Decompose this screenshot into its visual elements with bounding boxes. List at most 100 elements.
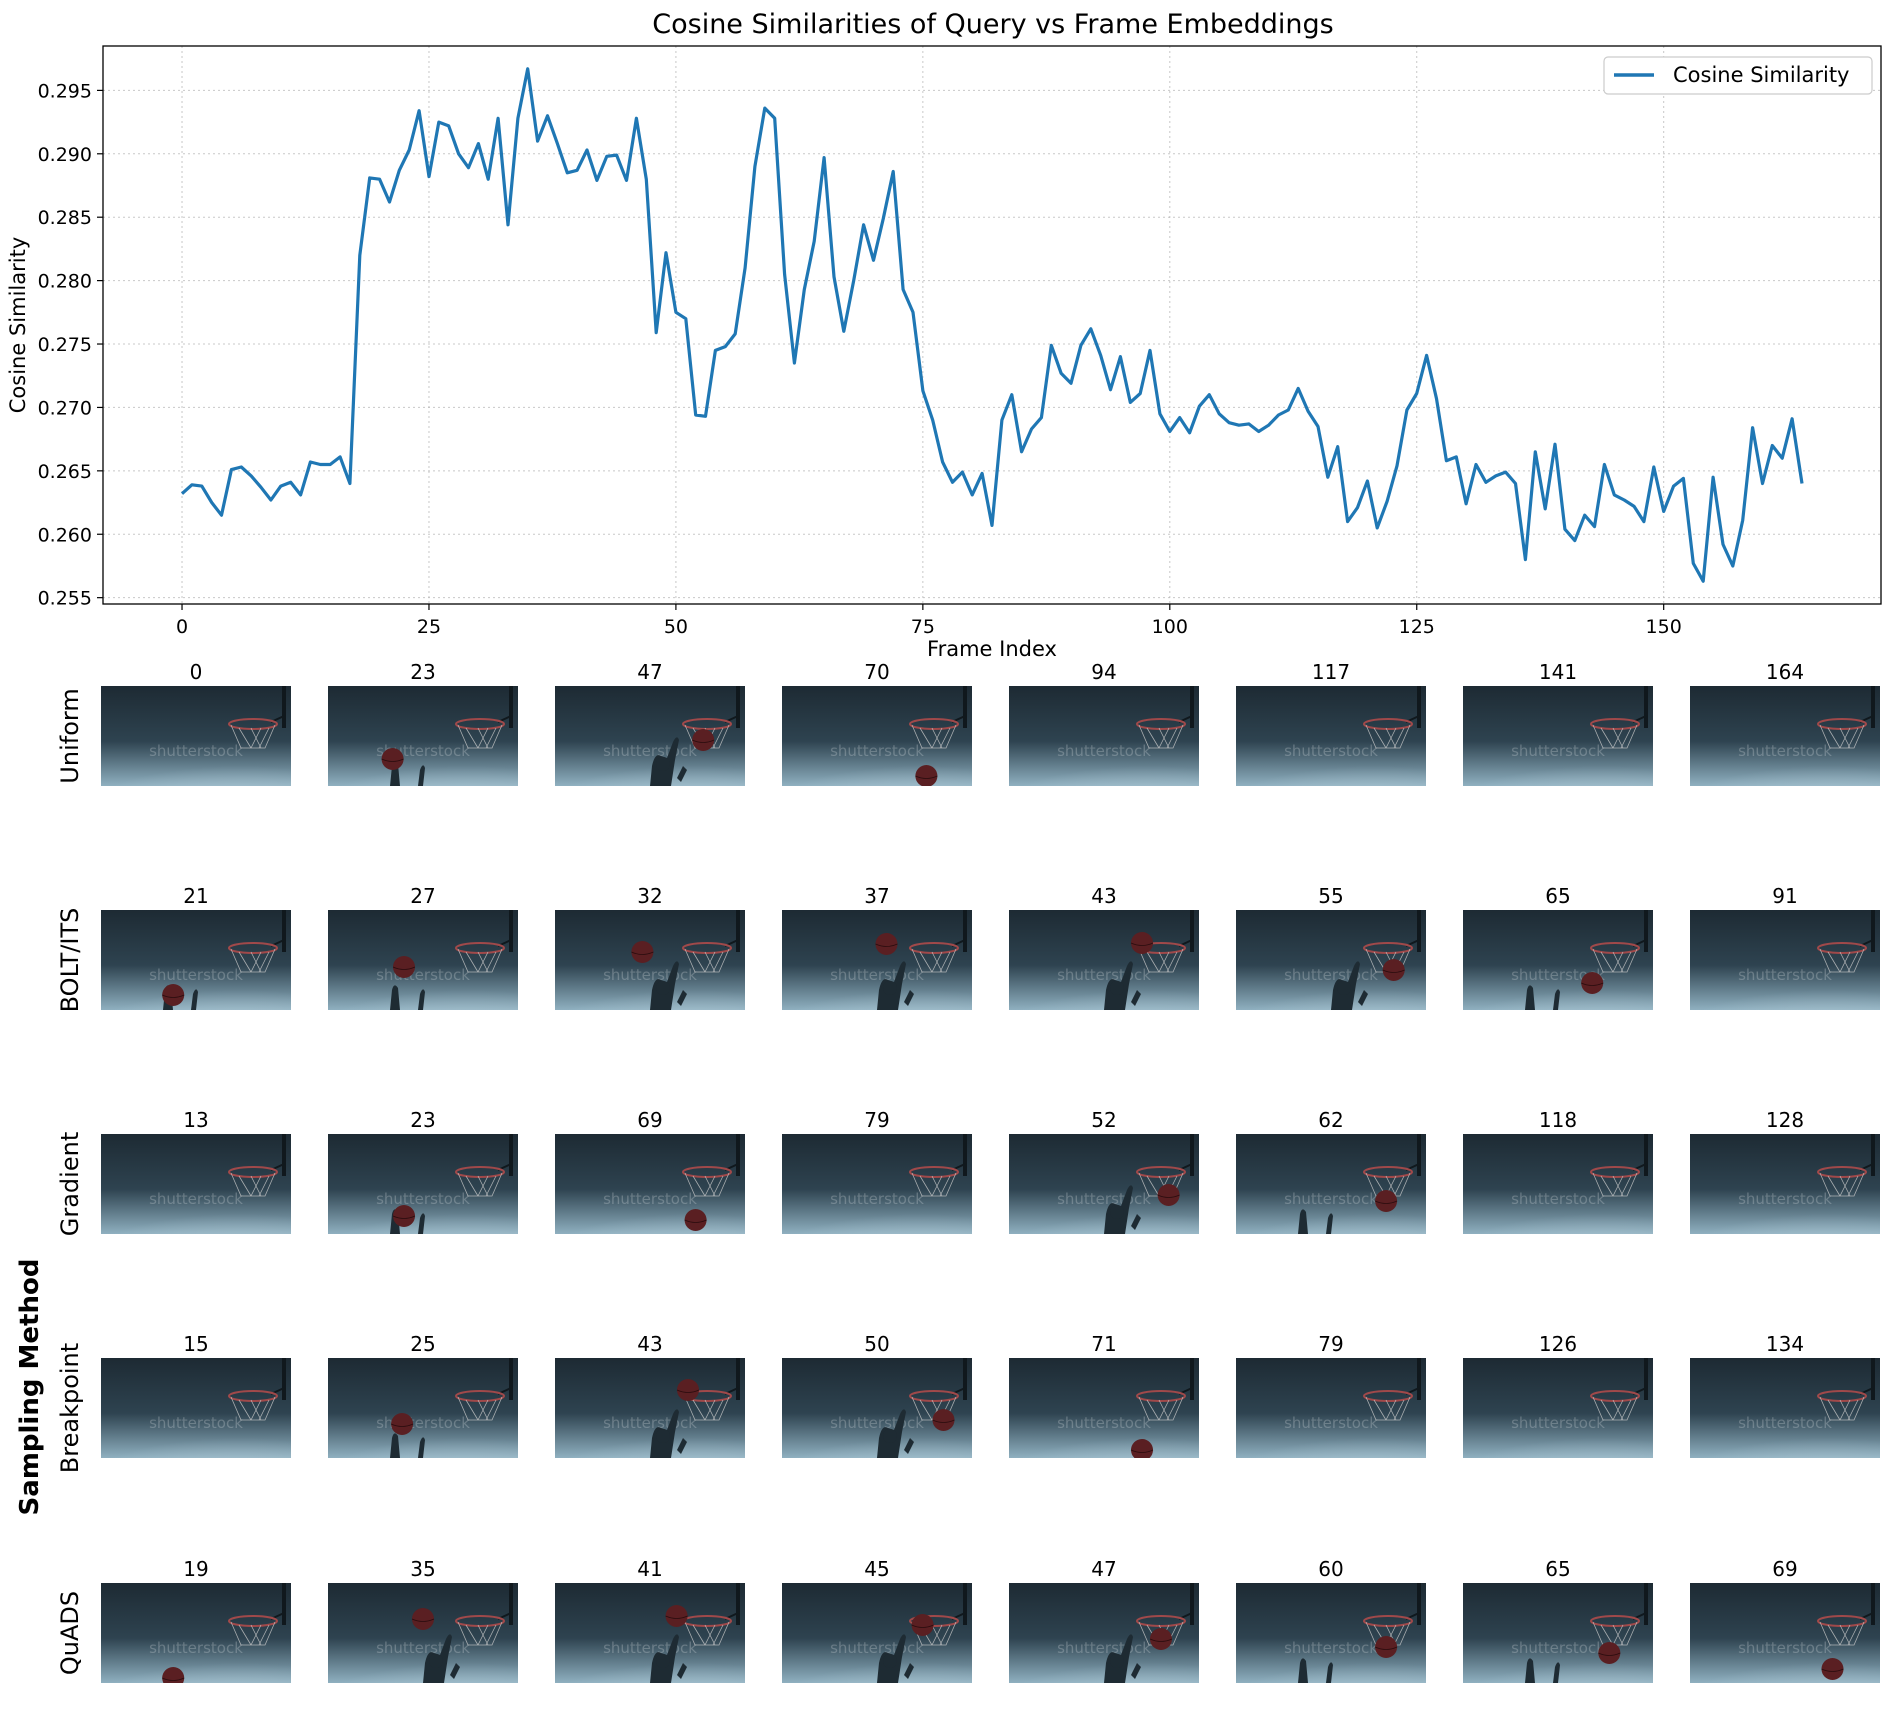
line-chart: Cosine Similarities of Query vs Frame Em… — [6, 9, 1882, 660]
frame-thumbnail: shutterstock — [782, 686, 972, 786]
frame-thumbnail: shutterstock — [101, 910, 291, 1010]
frame-index-label: 118 — [1538, 1108, 1578, 1132]
frame-thumbnail: shutterstock — [1236, 1358, 1426, 1458]
svg-text:shutterstock: shutterstock — [149, 1414, 243, 1432]
svg-text:shutterstock: shutterstock — [149, 742, 243, 760]
plot-frame — [102, 45, 1882, 605]
y-tick-label: 0.295 — [38, 80, 92, 102]
frame-thumbnail: shutterstock — [328, 1358, 518, 1458]
frame-thumbnail: shutterstock — [1236, 910, 1426, 1010]
x-tick-label: 75 — [911, 616, 935, 638]
frame-thumbnail: shutterstock — [1236, 1134, 1426, 1234]
svg-text:shutterstock: shutterstock — [1057, 1190, 1151, 1208]
frame-thumbnail: shutterstock — [555, 1583, 745, 1683]
frame-index-label: 52 — [1091, 1108, 1117, 1132]
frame-index-label: 23 — [410, 1108, 436, 1132]
x-tick-label: 125 — [1399, 616, 1435, 638]
svg-text:shutterstock: shutterstock — [1738, 1639, 1832, 1657]
sampling-method-label: Sampling Method — [15, 1258, 45, 1516]
frame-index-label: 126 — [1538, 1332, 1578, 1356]
frame-thumbnail: shutterstock — [1690, 1358, 1880, 1458]
x-tick-label: 100 — [1152, 616, 1188, 638]
frame-index-label: 43 — [1091, 884, 1117, 908]
x-tick-label: 25 — [417, 616, 441, 638]
frame-index-label: 62 — [1318, 1108, 1344, 1132]
frame-thumbnail: shutterstock — [782, 1583, 972, 1683]
svg-text:shutterstock: shutterstock — [1738, 742, 1832, 760]
frame-index-label: 69 — [1772, 1557, 1798, 1581]
frame-thumbnail: shutterstock — [1463, 1358, 1653, 1458]
frame-thumbnail: shutterstock — [1009, 910, 1199, 1010]
svg-text:shutterstock: shutterstock — [1284, 742, 1378, 760]
frame-thumbnail: shutterstock — [1009, 1134, 1199, 1234]
svg-text:shutterstock: shutterstock — [149, 966, 243, 984]
svg-text:shutterstock: shutterstock — [376, 966, 470, 984]
frame-index-label: 65 — [1545, 1557, 1571, 1581]
frame-index-label: 94 — [1091, 660, 1117, 684]
svg-text:shutterstock: shutterstock — [1284, 966, 1378, 984]
x-tick-label: 150 — [1646, 616, 1682, 638]
svg-text:shutterstock: shutterstock — [830, 966, 924, 984]
frame-index-label: 91 — [1772, 884, 1798, 908]
svg-text:shutterstock: shutterstock — [1511, 1414, 1605, 1432]
svg-text:shutterstock: shutterstock — [603, 742, 697, 760]
frame-index-label: 134 — [1765, 1332, 1805, 1356]
y-tick-label: 0.275 — [38, 334, 92, 356]
frame-thumbnail: shutterstock — [1690, 1134, 1880, 1234]
y-tick-label: 0.270 — [38, 397, 92, 419]
svg-text:shutterstock: shutterstock — [1284, 1190, 1378, 1208]
frame-index-label: 15 — [183, 1332, 209, 1356]
legend-label: Cosine Similarity — [1673, 63, 1849, 87]
frame-index-label: 141 — [1538, 660, 1578, 684]
svg-text:shutterstock: shutterstock — [376, 1190, 470, 1208]
frame-thumbnail: shutterstock — [782, 1134, 972, 1234]
svg-text:shutterstock: shutterstock — [603, 1639, 697, 1657]
svg-text:shutterstock: shutterstock — [1511, 1190, 1605, 1208]
svg-text:shutterstock: shutterstock — [1284, 1414, 1378, 1432]
frame-index-label: 70 — [864, 660, 890, 684]
row-label-bolt-its: BOLT/ITS — [56, 907, 84, 1013]
frame-index-label: 47 — [637, 660, 663, 684]
frame-index-label: 55 — [1318, 884, 1344, 908]
frame-index-label: 79 — [1318, 1332, 1344, 1356]
frame-thumbnail: shutterstock — [328, 686, 518, 786]
frame-thumbnail: shutterstock — [101, 1134, 291, 1234]
frame-index-label: 79 — [864, 1108, 890, 1132]
frame-thumbnail: shutterstock — [555, 1134, 745, 1234]
frame-index-label: 65 — [1545, 884, 1571, 908]
frame-index-label: 32 — [637, 884, 663, 908]
frame-thumbnail: shutterstock — [782, 910, 972, 1010]
frame-thumbnail: shutterstock — [555, 1358, 745, 1458]
y-tick-label: 0.255 — [38, 588, 92, 610]
frame-thumbnail: shutterstock — [101, 686, 291, 786]
frame-index-label: 45 — [864, 1557, 890, 1581]
frame-thumbnail: shutterstock — [1236, 1583, 1426, 1683]
svg-text:shutterstock: shutterstock — [830, 1190, 924, 1208]
frame-thumbnail: shutterstock — [555, 686, 745, 786]
frame-thumbnail: shutterstock — [328, 1583, 518, 1683]
frame-thumbnail: shutterstock — [782, 1358, 972, 1458]
frame-index-label: 19 — [183, 1557, 209, 1581]
svg-text:shutterstock: shutterstock — [1738, 1414, 1832, 1432]
frame-thumbnail: shutterstock — [1236, 686, 1426, 786]
svg-text:shutterstock: shutterstock — [1057, 1639, 1151, 1657]
legend: Cosine Similarity — [1603, 56, 1873, 95]
frame-thumbnail: shutterstock — [1009, 686, 1199, 786]
frame-thumbnail: shutterstock — [1009, 1583, 1199, 1683]
cosine-similarity-line — [180, 67, 1804, 583]
y-tick-label: 0.280 — [38, 271, 92, 293]
svg-text:shutterstock: shutterstock — [1738, 1190, 1832, 1208]
row-label-breakpoint: Breakpoint — [56, 1342, 84, 1474]
frame-thumbnail: shutterstock — [1690, 686, 1880, 786]
frame-index-label: 25 — [410, 1332, 436, 1356]
svg-text:shutterstock: shutterstock — [149, 1639, 243, 1657]
frame-thumbnail: shutterstock — [1463, 910, 1653, 1010]
svg-text:shutterstock: shutterstock — [376, 1414, 470, 1432]
frame-index-label: 37 — [864, 884, 890, 908]
frame-thumbnail: shutterstock — [1009, 1358, 1199, 1458]
y-axis-label: Cosine Similarity — [6, 237, 30, 413]
frame-index-label: 13 — [183, 1108, 209, 1132]
frame-index-label: 71 — [1091, 1332, 1117, 1356]
y-tick-label: 0.290 — [38, 144, 92, 166]
